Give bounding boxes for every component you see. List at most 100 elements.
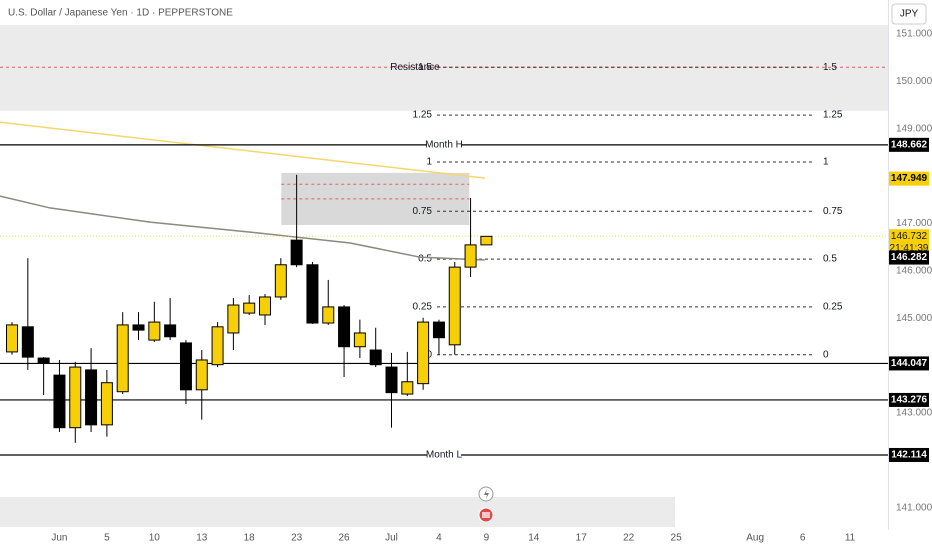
y-tick-label: 150.000 [896,76,932,87]
fib-label-left: 1 [426,157,432,168]
fib-label-left: 0.5 [418,254,432,265]
fib-label-left: 1.25 [413,110,433,121]
candle-body [401,381,414,395]
y-tick-label: 143.000 [896,408,932,419]
candle-body [322,306,335,324]
x-tick-label: 5 [104,533,110,544]
level-price-label: 148.662 [891,139,928,150]
fib-label-left: 1.5 [418,62,432,73]
fib-label-right: 1 [823,157,829,168]
event-flag-glyph [482,512,490,518]
x-tick-label: 26 [339,533,351,544]
fib-label-right: 0.25 [823,302,843,313]
candle-body [290,239,303,266]
candle-body [53,374,66,429]
currency-box[interactable] [891,3,927,25]
current-price-label: 146.732 [891,231,928,242]
fib-label-right: 0 [823,349,829,360]
candle-body [179,342,192,391]
candle-body [369,349,382,366]
ma-fast-line [0,121,485,179]
currency: JPY [900,9,919,20]
x-tick-label: 9 [484,533,490,544]
y-tick-label: 151.000 [896,29,932,40]
level-price-label-bg [889,392,929,407]
x-tick-label: 22 [623,533,635,544]
supply-zone [281,172,470,225]
x-tick-label: 11 [845,533,856,544]
candle-body [6,324,19,353]
candle-body [338,306,351,348]
fib-label-right: 1.25 [823,110,843,121]
candle-body [195,359,208,391]
candle-body [274,264,287,298]
level-price-label-bg [889,447,929,462]
event-icon-glyph [484,489,489,499]
fib-label-right: 0.75 [823,206,843,217]
x-tick-label: 10 [149,533,161,544]
candle-body [116,324,129,393]
level-label-bg [427,138,461,151]
candle-body [353,332,366,348]
x-tick-label: 4 [436,533,442,544]
x-tick-label: Aug [746,533,764,544]
candle-body [100,382,113,426]
candle-body [243,302,256,314]
candle-body [385,366,398,394]
level-price-label: 144.047 [891,358,928,369]
chart-title: U.S. Dollar / Japanese Yen · 1D · PEPPER… [8,8,233,19]
ma-slow-line [0,195,485,261]
x-tick-label: 18 [244,533,256,544]
event-icons [478,486,494,523]
candle-body [164,324,177,338]
level-price-label-bg [889,137,929,152]
candle-body [85,369,98,426]
events-band [0,497,675,527]
countdown: 21:41:39 [890,243,929,254]
candle-body [432,321,445,339]
level-label: Month H [425,139,463,150]
x-tick-label: Jul [385,533,398,544]
level-label-bg [427,448,461,461]
level-price-label: 142.114 [891,450,927,461]
candle-body [21,326,34,358]
y-tick-label: 149.000 [896,123,932,134]
x-tick-label: 17 [576,533,588,544]
fib-label-left: 0 [426,349,432,360]
level-label: Month L [426,450,463,461]
candle-body [148,321,161,341]
ma-price-label-bg [889,171,929,186]
resistance-label: Resistance [390,62,440,73]
x-tick-label: 23 [291,533,303,544]
fib-label-left: 0.25 [413,302,433,313]
candle-body [306,264,319,324]
candle-body [69,366,82,429]
ma-price-label: 147.949 [891,173,928,184]
candle-body [227,304,240,334]
x-tick-label: 25 [671,533,683,544]
candle-body [259,296,272,316]
fib-label-right: 1.5 [823,62,837,73]
candle-body [417,321,430,385]
candle-body [211,326,224,366]
candle-body [132,324,145,331]
fib-price-label-bg [889,250,929,265]
candle-body [37,357,50,364]
level-price-label-bg [889,356,929,371]
y-tick-label: 141.000 [896,502,932,513]
candle-body [464,244,477,268]
fib-label-right: 0.5 [823,254,837,265]
x-tick-label: Jun [51,533,67,544]
candle-body [448,266,461,346]
y-tick-label: 146.000 [896,266,932,277]
y-tick-label: 145.000 [896,313,932,324]
x-tick-label: 13 [196,533,208,544]
fib-price-label: 146.282 [891,252,928,263]
candle-body [480,235,493,246]
x-tick-label: 6 [800,533,806,544]
y-tick-label: 147.000 [896,218,932,229]
fib-label-left: 0.75 [413,206,433,217]
level-price-label: 143.276 [891,395,928,406]
x-tick-label: 14 [528,533,540,544]
